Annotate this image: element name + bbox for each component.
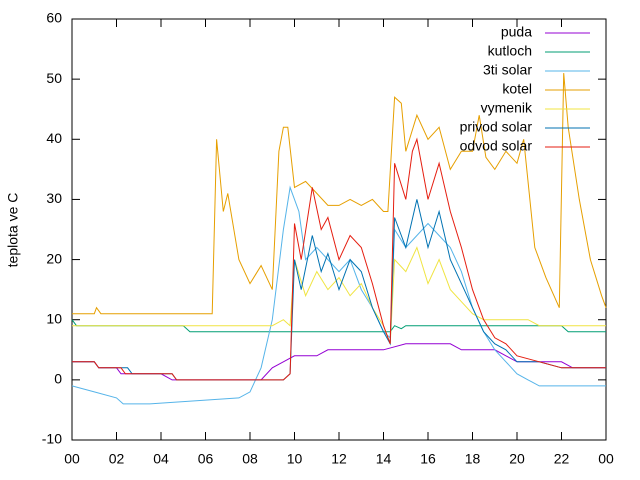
x-tick-label: 10: [287, 451, 303, 467]
y-tick-label: 60: [46, 10, 62, 26]
y-tick-label: 40: [46, 130, 62, 146]
x-tick-label: 04: [153, 451, 169, 467]
y-tick-label: 0: [54, 371, 62, 387]
y-tick-label: 50: [46, 70, 62, 86]
x-tick-label: 08: [242, 451, 258, 467]
x-tick-label: 22: [554, 451, 570, 467]
x-tick-label: 00: [598, 451, 614, 467]
x-tick-label: 12: [331, 451, 347, 467]
series-line: [72, 73, 607, 315]
legend-label: vymenik: [481, 100, 533, 116]
plot-border: [71, 18, 607, 441]
legend-label: 3ti solar: [483, 62, 532, 78]
series-line: [71, 185, 606, 405]
legend-label: privod solar: [460, 119, 533, 135]
legend-label: kutloch: [488, 43, 532, 59]
y-axis-label: teplota ve C: [5, 193, 21, 268]
y-tick-label: 30: [46, 190, 62, 206]
y-tick-label: -10: [42, 431, 62, 447]
legend-label: odvod solar: [460, 138, 533, 154]
x-tick-label: 14: [376, 451, 392, 467]
x-tick-label: 18: [465, 451, 481, 467]
legend-label: kotel: [502, 81, 532, 97]
legend-label: puda: [501, 24, 532, 40]
x-tick-label: 16: [420, 451, 436, 467]
x-tick-label: 02: [109, 451, 125, 467]
y-tick-label: 10: [46, 310, 62, 326]
x-tick-label: 06: [198, 451, 214, 467]
x-tick-label: 00: [64, 451, 80, 467]
y-tick-label: 20: [46, 250, 62, 266]
series-line: [72, 137, 606, 381]
x-tick-label: 20: [509, 451, 525, 467]
series-line: [72, 343, 606, 381]
